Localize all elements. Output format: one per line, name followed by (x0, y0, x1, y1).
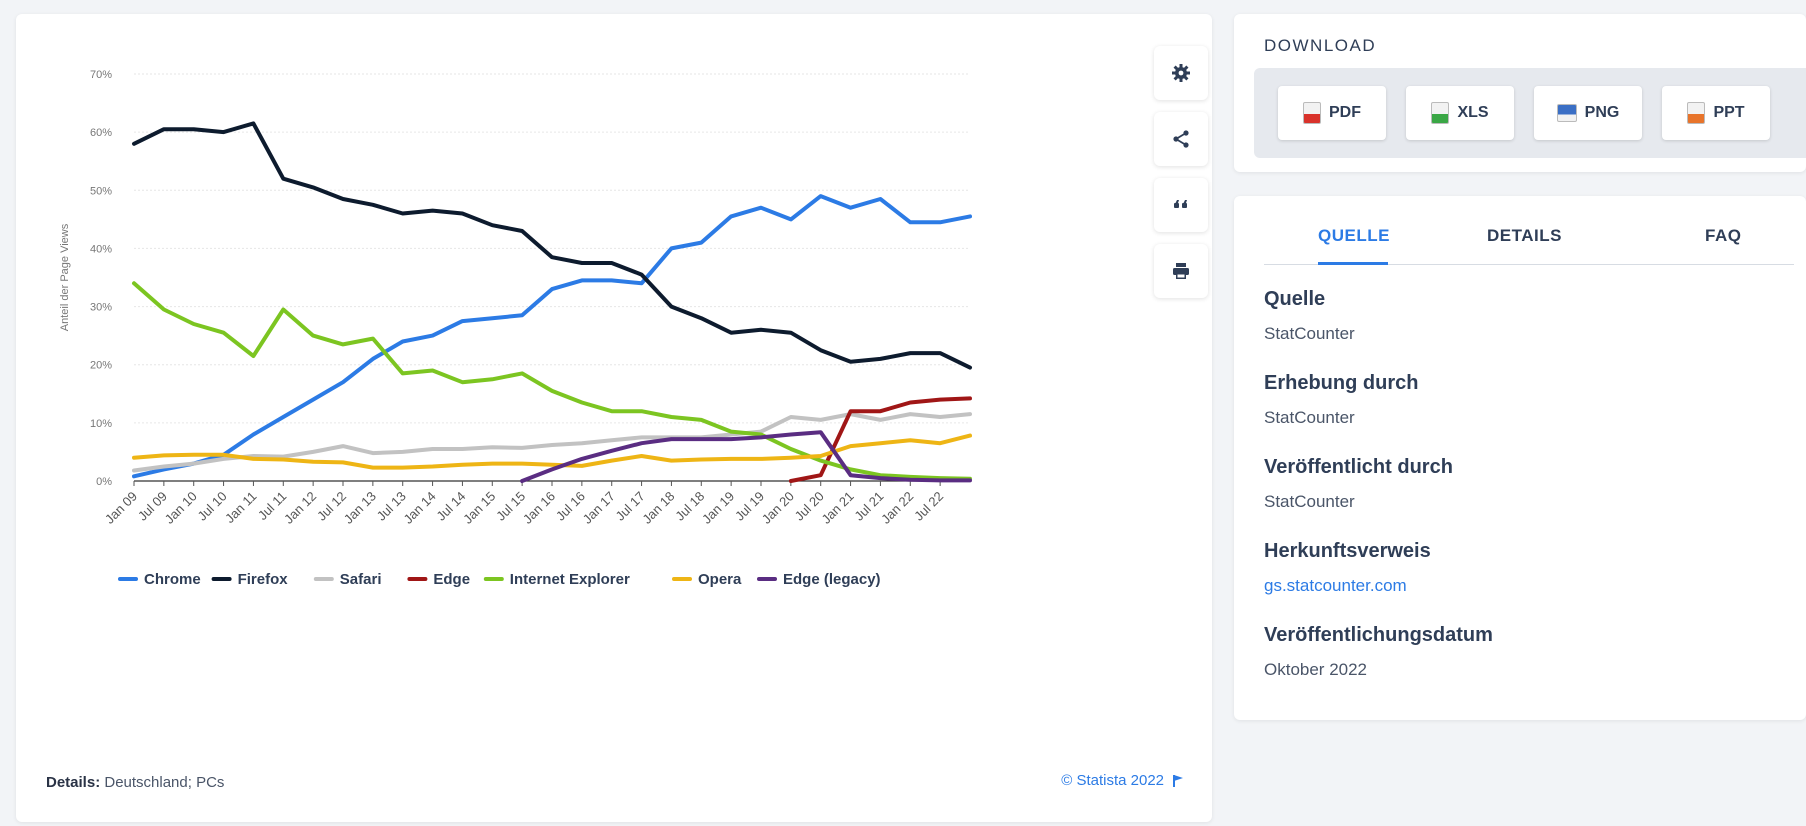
png-file-icon (1556, 104, 1577, 122)
legend-label-edge-legacy-: Edge (legacy) (783, 571, 881, 588)
tab-details[interactable]: DETAILS (1487, 226, 1562, 245)
y-tick-label: 20% (90, 360, 112, 372)
x-tick-label: Jan 19 (699, 489, 737, 527)
y-tick-label: 0% (96, 476, 112, 488)
series-line-edge-legacy- (520, 430, 972, 483)
origin-label: Herkunftsverweis (1264, 540, 1431, 562)
origin-link[interactable]: gs.statcounter.com (1264, 576, 1407, 595)
source-value: StatCounter (1264, 324, 1355, 343)
download-ppt-button[interactable]: PPT (1662, 86, 1770, 140)
tab-faq[interactable]: FAQ (1705, 226, 1742, 245)
x-tick-label: Jan 20 (759, 489, 797, 527)
series-line-chrome (132, 194, 972, 479)
series-line-internet-explorer (132, 281, 972, 481)
published-by-value: StatCounter (1264, 492, 1355, 511)
flag-icon (1173, 774, 1183, 787)
series-line-firefox (132, 121, 972, 370)
gear-icon (1172, 64, 1190, 82)
x-tick-label: Jan 18 (639, 489, 677, 527)
tab-active-indicator (1318, 262, 1388, 265)
x-tick-label: Jul 22 (911, 489, 946, 524)
legend-label-chrome: Chrome (144, 571, 201, 588)
x-tick-label: Jan 21 (818, 489, 856, 527)
x-tick-label: Jan 09 (102, 489, 140, 527)
download-title: DOWNLOAD (1264, 36, 1377, 55)
source-label: Quelle (1264, 288, 1326, 310)
y-tick-label: 70% (90, 69, 112, 81)
legend-label-internet-explorer: Internet Explorer (510, 571, 630, 588)
x-tick-label: Jan 22 (878, 489, 916, 527)
print-button[interactable] (1154, 244, 1208, 298)
cite-button[interactable] (1154, 178, 1208, 232)
download-xls-button[interactable]: XLS (1406, 86, 1514, 140)
x-tick-label: Jan 16 (520, 489, 558, 527)
legend-label-opera: Opera (698, 571, 742, 588)
series-line-edge (788, 396, 972, 483)
print-icon (1173, 263, 1189, 279)
y-tick-label: 30% (90, 302, 112, 314)
tab-source[interactable]: QUELLE (1318, 226, 1390, 245)
y-tick-label: 50% (90, 185, 112, 197)
settings-button[interactable] (1154, 46, 1208, 100)
download-buttons: PDF XLS PNG PPT (1254, 68, 1806, 158)
y-axis-label: Anteil der Page Views (59, 223, 71, 331)
series-line-opera (132, 433, 972, 470)
chart: 0% 10% 20% 30% 40% 50% 60% 70% Anteil der Page V… (59, 69, 972, 588)
y-tick-label: 40% (90, 243, 112, 255)
series-line-safari (132, 412, 972, 473)
x-tick-label: Jan 10 (162, 489, 200, 527)
legend-label-safari: Safari (340, 571, 382, 588)
download-ppt-label: PPT (1713, 104, 1745, 121)
download-png-button[interactable]: PNG (1534, 86, 1642, 140)
tab-divider (1264, 264, 1794, 265)
details-note-label: Details: (46, 774, 101, 791)
legend-label-edge: Edge (433, 571, 470, 588)
copyright-text: © Statista 2022 (1061, 772, 1164, 789)
y-tick-label: 10% (90, 418, 112, 430)
download-png-label: PNG (1584, 104, 1620, 121)
ppt-file-icon (1687, 102, 1706, 124)
copyright[interactable]: © Statista 2022 (1061, 772, 1184, 789)
download-card: DOWNLOAD PDF XLS PNG PPT (1234, 14, 1806, 172)
info-card: QUELLE DETAILS FAQ Quelle StatCounter Er… (1234, 196, 1806, 720)
pdf-file-icon (1303, 102, 1321, 124)
x-tick-label: Jan 11 (222, 489, 260, 527)
survey-value: StatCounter (1264, 408, 1355, 427)
share-button[interactable] (1154, 112, 1208, 166)
x-tick-label: Jan 15 (460, 489, 498, 527)
share-icon (1173, 130, 1189, 148)
y-tick-label: 60% (90, 127, 112, 139)
legend-label-firefox: Firefox (238, 571, 289, 588)
publication-date-value: Oktober 2022 (1264, 660, 1368, 679)
x-tick-label: Jan 13 (341, 489, 379, 527)
details-note-value: Deutschland; PCs (104, 774, 225, 791)
quote-icon (1174, 200, 1187, 208)
xls-file-icon (1431, 102, 1450, 124)
details-note: Details: Deutschland; PCs (46, 774, 224, 791)
x-tick-label: Jan 17 (580, 489, 618, 527)
download-xls-label: XLS (1457, 104, 1489, 121)
chart-card: 0% 10% 20% 30% 40% 50% 60% 70% Anteil der Page V… (16, 14, 1212, 822)
download-pdf-label: PDF (1329, 104, 1361, 121)
survey-label: Erhebung durch (1264, 372, 1419, 394)
download-pdf-button[interactable]: PDF (1278, 86, 1386, 140)
published-by-label: Veröffentlicht durch (1264, 456, 1453, 478)
publication-date-label: Veröffentlichungsdatum (1264, 624, 1493, 646)
x-tick-label: Jan 14 (400, 489, 438, 527)
x-tick-label: Jan 12 (281, 489, 319, 527)
